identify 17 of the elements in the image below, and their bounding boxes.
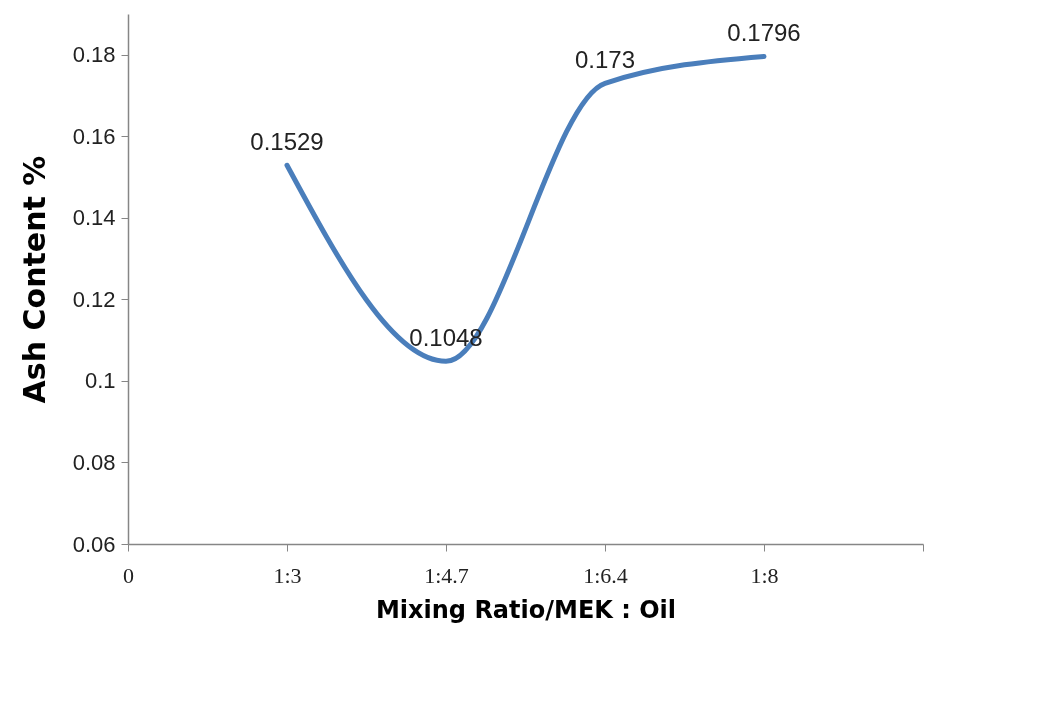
x-tick-label: 1:3 <box>273 562 302 588</box>
y-tick-label: 0.18 <box>72 42 116 68</box>
y-tick-label: 0.06 <box>72 531 116 557</box>
y-tick-label: 0.14 <box>72 205 116 231</box>
y-tick-label: 0.1 <box>84 368 116 394</box>
data-label: 0.173 <box>574 46 636 74</box>
x-tick-label: 1:6.4 <box>583 562 628 588</box>
data-label: 0.1529 <box>250 128 324 156</box>
data-label: 0.1796 <box>727 19 801 47</box>
y-axis-title: Ash Content % <box>16 155 52 404</box>
x-tick-label: 1:8 <box>750 562 779 588</box>
y-tick-label: 0.12 <box>72 286 116 312</box>
x-axis-title: Mixing Ratio/MEK : Oil <box>375 595 677 624</box>
y-tick-label: 0.08 <box>72 449 116 475</box>
y-tick-label: 0.16 <box>72 123 116 149</box>
x-tick-label: 0 <box>123 562 134 588</box>
x-tick-label: 1:4.7 <box>424 562 469 588</box>
